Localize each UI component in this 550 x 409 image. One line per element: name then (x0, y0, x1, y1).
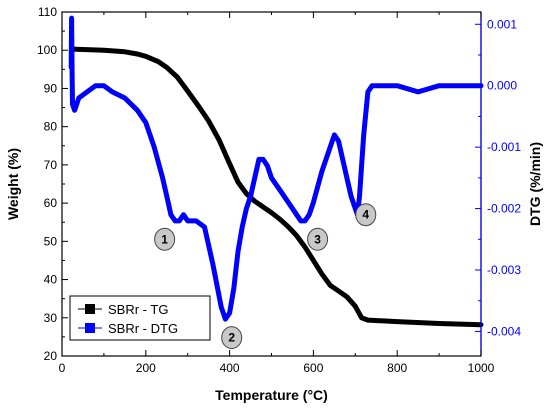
peak-marker-label: 4 (362, 208, 369, 222)
tg-line (70, 46, 484, 328)
right-y-tick-label: -0.002 (487, 202, 521, 216)
peak-marker-label: 3 (314, 232, 321, 246)
dtg-line (68, 15, 484, 322)
legend-label-tg: SBRr - TG (108, 302, 168, 317)
x-tick-label: 0 (59, 361, 66, 375)
x-tick-label: 800 (387, 361, 407, 375)
left-y-tick-label: 80 (44, 120, 58, 134)
legend-label-dtg: SBRr - DTG (108, 321, 178, 336)
x-tick-label: 600 (303, 361, 323, 375)
peak-markers: 1 2 3 4 (154, 203, 377, 350)
left-y-axis-title: Weight (%) (5, 148, 21, 220)
peak-marker-label: 2 (228, 331, 235, 345)
right-y-axis-title: DTG (%/min) (527, 142, 543, 226)
left-y-tick-label: 90 (44, 81, 58, 95)
dtg-series (68, 15, 484, 322)
left-y-tick-label: 20 (44, 349, 58, 363)
peak-marker-circle (355, 203, 377, 227)
right-y-tick-label: -0.003 (487, 263, 521, 277)
right-y-tick-label: -0.001 (487, 140, 521, 154)
tg-series (70, 46, 484, 328)
left-y-tick-label: 110 (38, 5, 57, 19)
peak-marker-label: 1 (161, 232, 168, 246)
left-y-axis: 20 30 40 50 60 70 80 90 100 110 (37, 5, 68, 363)
left-y-tick-label: 30 (44, 311, 58, 325)
left-y-tick-label: 70 (44, 158, 58, 172)
right-y-tick-label: -0.004 (487, 324, 521, 338)
right-y-axis: 0.001 0.000 -0.001 -0.002 -0.003 -0.004 (475, 12, 521, 356)
x-tick-label: 1000 (468, 361, 495, 375)
left-y-tick-label: 60 (44, 196, 58, 210)
left-y-tick-label: 100 (37, 43, 57, 57)
x-tick-label: 200 (136, 361, 156, 375)
left-y-tick-label: 40 (44, 273, 58, 287)
peak-marker-circle (221, 326, 243, 350)
peak-marker-circle (154, 227, 176, 251)
right-y-tick-label: 0.001 (487, 17, 517, 31)
x-axis-title: Temperature (°C) (215, 387, 328, 403)
legend: SBRr - TG SBRr - DTG (69, 295, 211, 341)
peak-marker-circle (307, 227, 329, 251)
left-y-tick-label: 50 (44, 234, 58, 248)
x-tick-label: 400 (220, 361, 240, 375)
right-y-tick-label: 0.000 (487, 79, 517, 93)
x-axis: 0 200 400 600 800 1000 (59, 12, 495, 375)
